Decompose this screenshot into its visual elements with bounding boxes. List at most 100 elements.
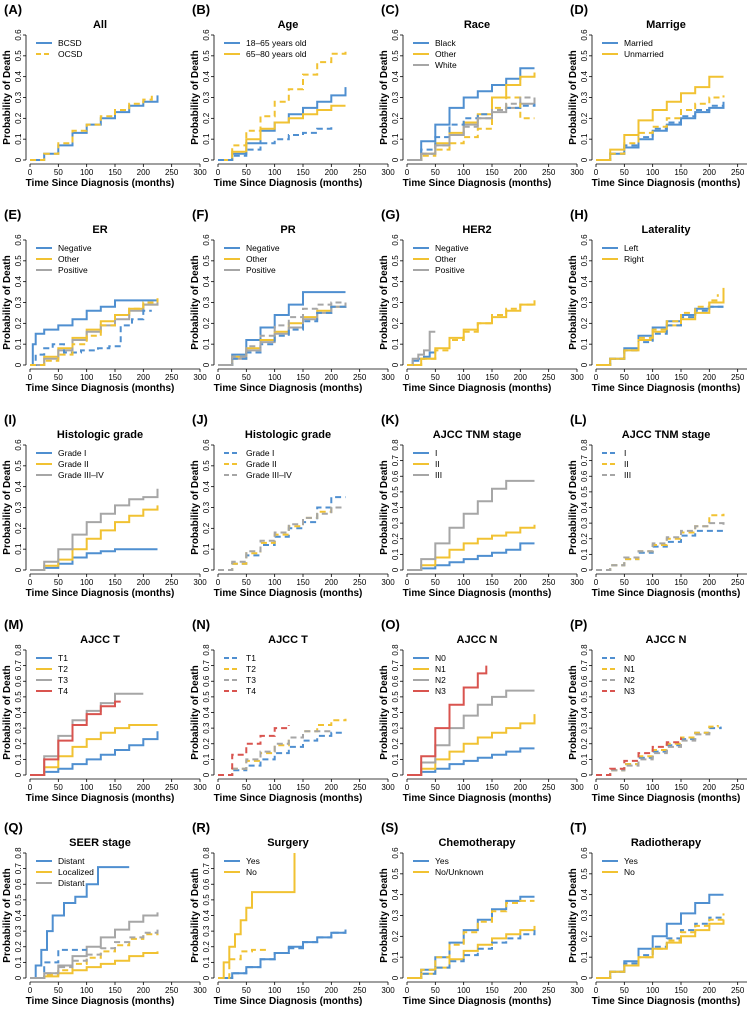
chart-title: Age: [278, 19, 299, 31]
y-tick-label: 0.3: [202, 501, 211, 513]
series-line-grade-ii: [30, 505, 159, 571]
x-tick-label: 200: [325, 373, 339, 382]
y-tick-label: 0.6: [580, 470, 589, 482]
y-tick-label: 0.7: [202, 863, 211, 875]
series-line-t3: [218, 730, 332, 776]
series-line-white-dashed: [407, 96, 536, 161]
x-axis-label: Time Since Diagnosis (months): [592, 383, 741, 394]
x-tick-label: 150: [108, 373, 122, 382]
series-line-black: [407, 67, 535, 161]
x-tick-label: 50: [431, 168, 440, 177]
y-tick-label: 0.5: [202, 691, 211, 703]
series-line-ocsd: [30, 95, 153, 161]
series-line-yes: [596, 893, 724, 979]
x-tick-label: 100: [268, 783, 282, 792]
y-tick-label: 0.5: [580, 255, 589, 267]
series-line-right: [596, 287, 725, 366]
x-tick-label: 300: [193, 783, 207, 792]
y-tick-label: 0.6: [14, 675, 23, 687]
series-line-65-80-years-old: [218, 104, 346, 161]
y-tick-label: 0.1: [580, 338, 589, 350]
y-tick-label: 0.4: [580, 501, 589, 513]
y-tick-label: 0.4: [391, 276, 400, 288]
series-line-bcsd: [30, 95, 159, 161]
series-line-positive: [407, 330, 436, 366]
x-tick-label: 200: [137, 783, 151, 792]
x-axis-label: Time Since Diagnosis (months): [403, 793, 552, 804]
chart-title: AJCC T: [80, 634, 120, 646]
legend-label: Yes: [435, 856, 449, 866]
y-tick-label: 0.4: [391, 706, 400, 718]
x-axis-label: Time Since Diagnosis (months): [214, 588, 363, 599]
series-line-i: [596, 529, 724, 571]
y-tick-label: 0.2: [580, 930, 589, 942]
x-tick-label: 150: [674, 578, 688, 587]
chart-title: SEER stage: [69, 837, 131, 849]
chart-title: ER: [92, 224, 107, 236]
y-axis-label: Probability of Death: [379, 255, 390, 349]
x-tick-label: 100: [457, 373, 471, 382]
panel-label: (J): [192, 412, 208, 427]
y-tick-label: 0.8: [14, 847, 23, 859]
y-tick-label: 0.4: [391, 889, 400, 901]
x-tick-label: 250: [353, 578, 367, 587]
legend-label: I: [624, 448, 626, 458]
x-tick-label: 150: [674, 986, 688, 995]
x-tick-label: 300: [570, 783, 584, 792]
y-tick-label: 0.6: [14, 878, 23, 890]
x-tick-label: 300: [381, 373, 395, 382]
y-axis-label: Probability of Death: [190, 255, 201, 349]
y-tick-label: 0.7: [202, 660, 211, 672]
legend-label: Grade I: [58, 448, 86, 458]
panel-label: (O): [381, 617, 400, 632]
x-tick-label: 200: [137, 168, 151, 177]
x-tick-label: 0: [28, 986, 33, 995]
y-axis-label: Probability of Death: [379, 868, 390, 962]
y-tick-label: 0.6: [580, 29, 589, 41]
y-tick-label: 0.7: [580, 660, 589, 672]
legend-label: T2: [58, 664, 68, 674]
x-tick-label: 100: [80, 168, 94, 177]
y-tick-label: 0.5: [580, 868, 589, 880]
legend-label: 65–80 years old: [246, 49, 307, 59]
series-line-right-dashed: [596, 294, 719, 366]
legend-label: BCSD: [58, 38, 82, 48]
panel-label: (Q): [4, 820, 23, 835]
y-tick-label: 0: [580, 157, 589, 162]
y-tick-label: 0.4: [580, 276, 589, 288]
y-axis-label: Probability of Death: [2, 665, 13, 759]
panel-t: (T) Radiotherapy 0 0.1 0.2 0.3 0.4 0.5 0.6Probab…: [568, 820, 747, 1007]
series-line-n0: [407, 747, 535, 776]
y-tick-label: 0.4: [202, 276, 211, 288]
y-tick-label: 0.2: [14, 738, 23, 750]
legend-label: II: [624, 459, 629, 469]
x-tick-label: 0: [28, 168, 33, 177]
series-line-other: [407, 300, 536, 366]
panel-l: (L) AJCC TNM stage 0 0.1 0.2 0.3 0.4 0.5 0.6 0.7 0…: [568, 412, 747, 599]
y-tick-label: 0: [14, 772, 23, 777]
legend-label: Black: [435, 38, 457, 48]
x-tick-label: 200: [514, 168, 528, 177]
series-line-yes-dashed: [596, 915, 725, 979]
y-axis-label: Probability of Death: [568, 868, 579, 962]
y-tick-label: 0.1: [580, 133, 589, 145]
panel-label: (D): [570, 2, 588, 17]
panel-label: (L): [570, 412, 587, 427]
y-tick-label: 0: [580, 772, 589, 777]
series-line-left-dashed: [596, 305, 724, 366]
y-tick-label: 0.1: [202, 543, 211, 555]
panel-label: (F): [192, 207, 209, 222]
chart-title: Radiotherapy: [631, 837, 702, 849]
x-tick-label: 100: [80, 986, 94, 995]
y-tick-label: 0.4: [202, 706, 211, 718]
series-line-other-dashed: [407, 96, 535, 161]
y-axis-label: Probability of Death: [2, 50, 13, 144]
y-tick-label: 0.4: [14, 481, 23, 493]
x-tick-label: 100: [457, 168, 471, 177]
legend-label: N1: [435, 664, 446, 674]
y-tick-label: 0: [391, 975, 400, 980]
y-axis-label: Probability of Death: [379, 460, 390, 554]
x-tick-label: 200: [703, 168, 717, 177]
